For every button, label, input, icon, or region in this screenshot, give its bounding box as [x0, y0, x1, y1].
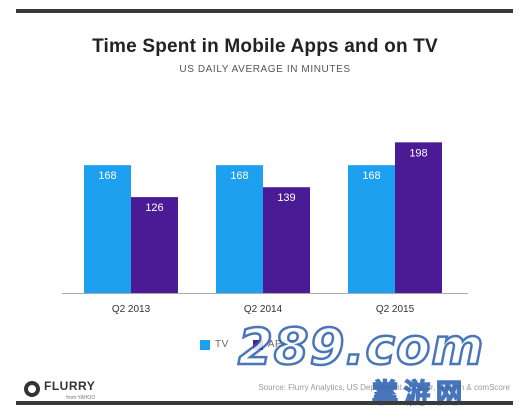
- source-note: Source: Flurry Analytics, US Department …: [258, 383, 510, 392]
- bar-apps-2: [263, 187, 310, 293]
- x-tick-label-1: Q2 2013: [112, 304, 151, 315]
- legend-swatch-apps: [252, 339, 263, 350]
- bar-tv-2: [216, 165, 263, 293]
- legend-label-apps: APPS: [267, 339, 297, 350]
- data-label-apps-3: 198: [409, 147, 427, 159]
- chart-subtitle: US DAILY AVERAGE IN MINUTES: [179, 64, 351, 75]
- bar-tv-3: [348, 165, 395, 293]
- data-label-tv-3: 168: [362, 170, 380, 182]
- bottom-divider: [16, 401, 513, 405]
- site-watermark: 289.com 掌游网: [237, 317, 485, 410]
- legend-label-tv: TV: [215, 339, 229, 350]
- top-divider: [16, 9, 513, 13]
- watermark-text: 289.com: [238, 318, 484, 376]
- chart-legend: TV APPS: [200, 339, 320, 350]
- data-label-tv-2: 168: [230, 170, 248, 182]
- flurry-wordmark: FLURRY from YAHOO: [44, 377, 95, 401]
- bar-apps-3: [395, 142, 442, 293]
- bar-tv-1: [84, 165, 131, 293]
- data-label-apps-2: 139: [277, 192, 295, 204]
- legend-item-apps: APPS: [252, 339, 297, 350]
- chart-title: Time Spent in Mobile Apps and on TV: [92, 36, 438, 57]
- data-label-tv-1: 168: [98, 170, 116, 182]
- brand-sub: from YAHOO: [66, 395, 96, 401]
- flurry-logo: FLURRY from YAHOO: [24, 377, 95, 401]
- legend-item-tv: TV: [200, 339, 229, 350]
- flurry-logo-icon: [24, 381, 40, 397]
- bar-apps-1: [131, 197, 178, 293]
- data-label-apps-1: 126: [145, 202, 163, 214]
- x-tick-label-3: Q2 2015: [376, 304, 415, 315]
- x-tick-label-2: Q2 2014: [244, 304, 283, 315]
- brand-name: FLURRY: [44, 379, 96, 393]
- legend-swatch-tv: [200, 339, 210, 350]
